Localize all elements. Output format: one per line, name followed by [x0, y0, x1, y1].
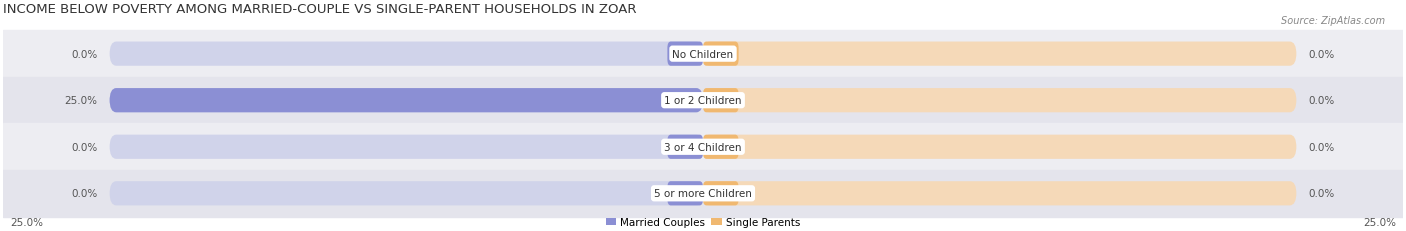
FancyBboxPatch shape: [110, 89, 703, 113]
Bar: [3, 31, 1403, 78]
FancyBboxPatch shape: [703, 89, 738, 113]
FancyBboxPatch shape: [668, 181, 703, 206]
Text: 25.0%: 25.0%: [1362, 217, 1396, 227]
FancyBboxPatch shape: [703, 135, 738, 159]
FancyBboxPatch shape: [110, 135, 703, 159]
Text: 0.0%: 0.0%: [1308, 49, 1334, 59]
Text: 25.0%: 25.0%: [10, 217, 44, 227]
FancyBboxPatch shape: [110, 89, 703, 113]
FancyBboxPatch shape: [703, 42, 738, 67]
FancyBboxPatch shape: [703, 135, 1296, 159]
Text: No Children: No Children: [672, 49, 734, 59]
Text: 0.0%: 0.0%: [1308, 188, 1334, 198]
FancyBboxPatch shape: [668, 42, 703, 67]
FancyBboxPatch shape: [668, 135, 703, 159]
Text: 3 or 4 Children: 3 or 4 Children: [664, 142, 742, 152]
FancyBboxPatch shape: [703, 181, 1296, 206]
Bar: [3, 170, 1403, 217]
FancyBboxPatch shape: [110, 42, 703, 67]
Text: 0.0%: 0.0%: [72, 188, 98, 198]
Bar: [3, 124, 1403, 170]
Text: 1 or 2 Children: 1 or 2 Children: [664, 96, 742, 106]
Text: Source: ZipAtlas.com: Source: ZipAtlas.com: [1281, 16, 1385, 26]
Legend: Married Couples, Single Parents: Married Couples, Single Parents: [606, 217, 800, 227]
Text: 0.0%: 0.0%: [1308, 96, 1334, 106]
Text: 0.0%: 0.0%: [72, 142, 98, 152]
FancyBboxPatch shape: [703, 89, 1296, 113]
Bar: [3, 78, 1403, 124]
FancyBboxPatch shape: [703, 42, 1296, 67]
FancyBboxPatch shape: [703, 181, 738, 206]
Text: 25.0%: 25.0%: [65, 96, 98, 106]
Text: 5 or more Children: 5 or more Children: [654, 188, 752, 198]
Text: 0.0%: 0.0%: [72, 49, 98, 59]
FancyBboxPatch shape: [110, 181, 703, 206]
Text: INCOME BELOW POVERTY AMONG MARRIED-COUPLE VS SINGLE-PARENT HOUSEHOLDS IN ZOAR: INCOME BELOW POVERTY AMONG MARRIED-COUPL…: [3, 3, 637, 16]
Text: 0.0%: 0.0%: [1308, 142, 1334, 152]
